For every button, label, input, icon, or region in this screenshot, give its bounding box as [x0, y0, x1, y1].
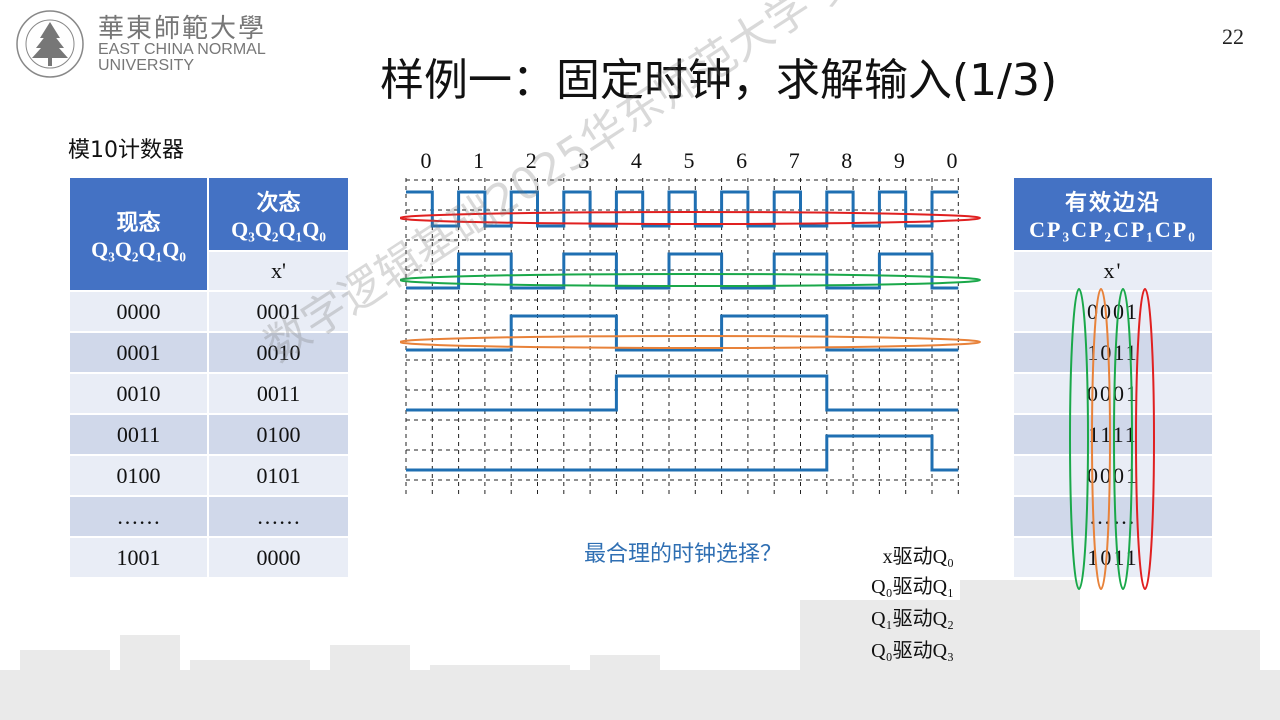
driver-line-4: Q₀驱动Q₃ [871, 640, 954, 662]
next-cell: 0100 [207, 413, 350, 456]
next-state-label: 次态 [256, 191, 301, 216]
edge-cell: …… [1012, 495, 1214, 538]
tick-label: 5 [684, 148, 695, 173]
next-cell: 0011 [207, 372, 350, 415]
table-row: 1011 [1012, 331, 1214, 374]
table-row: 0001 0010 [67, 331, 350, 374]
present-cell: 0001 [67, 331, 210, 374]
question-text: 最合理的时钟选择？ [584, 542, 783, 567]
table-row: 0011 0100 [67, 413, 350, 456]
present-state-bits: Q₃Q₂Q₁Q₀ [91, 237, 186, 262]
next-cell: …… [207, 495, 350, 538]
university-name-chinese: 華東師範大學 [98, 14, 267, 44]
waveform-Q2 [406, 374, 959, 412]
next-cell: 0000 [207, 536, 350, 579]
present-cell: 0100 [67, 454, 210, 497]
next-state-bits: Q₃Q₂Q₁Q₀ [231, 217, 326, 242]
effective-edge-label: 有效边沿 [1064, 191, 1161, 216]
university-name-english-line1: EAST CHINA NORMAL [98, 41, 266, 58]
present-cell: 0000 [67, 290, 210, 333]
table-caption: 模10计数器 [68, 138, 184, 163]
tick-label: 3 [578, 148, 589, 173]
column-ellipse [1091, 288, 1111, 590]
tick-label: 6 [736, 148, 747, 173]
tick-label: 0 [421, 148, 432, 173]
table-row: 1001 0000 [67, 536, 350, 579]
tick-label: 9 [894, 148, 905, 173]
next-state-header: 次态 Q₃Q₂Q₁Q₀ [207, 176, 350, 252]
edge-input-label: x' [1012, 250, 1214, 292]
next-cell: 0001 [207, 290, 350, 333]
next-cell: 0101 [207, 454, 350, 497]
present-cell: 0010 [67, 372, 210, 415]
present-cell: 0011 [67, 413, 210, 456]
edge-cell: 0001 [1012, 454, 1214, 497]
present-cell: …… [67, 495, 210, 538]
edge-cell: 0001 [1012, 372, 1214, 415]
present-state-header: 现态 Q₃Q₂Q₁Q₀ [67, 176, 210, 292]
column-ellipse [1113, 288, 1133, 590]
timing-diagram: 0 1 2 3 4 5 6 7 8 9 0 [400, 148, 981, 495]
effective-edge-table: 有效边沿 CP₃CP₂CP₁CP₀ x' 0001 1011 0001 1111… [1012, 176, 1214, 579]
table-row: 0010 0011 [67, 372, 350, 415]
table-row: 0000 0001 [67, 290, 350, 333]
table-row: 1111 [1012, 413, 1214, 456]
effective-edge-header: 有效边沿 CP₃CP₂CP₁CP₀ [1012, 176, 1214, 252]
waveform-x [406, 190, 959, 228]
tick-label: 2 [526, 148, 537, 173]
next-cell: 0010 [207, 331, 350, 374]
tick-label: 8 [841, 148, 852, 173]
waveform-Q0 [406, 252, 959, 290]
university-name-english-line2: UNIVERSITY [98, 57, 195, 74]
present-state-label: 现态 [116, 211, 161, 236]
waveform-Q3 [406, 434, 959, 472]
table-row: 0100 0101 [67, 454, 350, 497]
tick-label: 4 [631, 148, 642, 173]
university-seal-logo [16, 10, 84, 78]
tick-label: 1 [473, 148, 484, 173]
highlight-ellipse-Q1 [400, 335, 981, 349]
tick-label: 7 [789, 148, 800, 173]
table-row: 0001 [1012, 454, 1214, 497]
driver-line-1: x驱动Q₀ [882, 546, 954, 568]
waveform-Q1 [406, 314, 959, 352]
column-highlight-ellipses [1069, 288, 1155, 590]
highlight-ellipse-x [400, 211, 981, 225]
driver-line-3: Q₁驱动Q₂ [871, 608, 954, 630]
next-state-input-label: x' [207, 250, 350, 292]
tick-label: 0 [947, 148, 958, 173]
table-row: 0001 [1012, 372, 1214, 415]
table-row: …… [1012, 495, 1214, 538]
column-ellipse [1135, 288, 1155, 590]
page-number: 22 [1222, 24, 1244, 49]
edge-cell: 1111 [1012, 413, 1214, 456]
driver-line-2: Q₀驱动Q₁ [871, 576, 954, 598]
table-row: ………… [67, 495, 350, 538]
column-ellipse [1069, 288, 1089, 590]
edge-cell: 1011 [1012, 331, 1214, 374]
slide-title: 样例一：固定时钟，求解输入(1/3) [380, 55, 1058, 106]
present-cell: 1001 [67, 536, 210, 579]
highlight-ellipse-Q0 [400, 273, 981, 287]
clock-bits: CP₃CP₂CP₁CP₀ [1029, 217, 1197, 242]
campus-skyline-background [0, 580, 1280, 720]
state-transition-table: 现态 Q₃Q₂Q₁Q₀ 次态 Q₃Q₂Q₁Q₀ x' 0000 0001 0001… [67, 176, 350, 579]
